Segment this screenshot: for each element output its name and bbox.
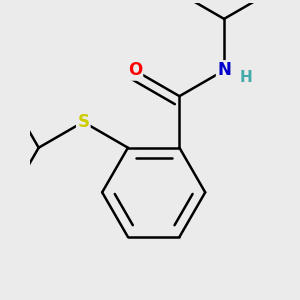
Text: H: H [240, 70, 253, 85]
Text: N: N [217, 61, 231, 80]
Text: O: O [128, 61, 142, 80]
Text: S: S [77, 113, 89, 131]
